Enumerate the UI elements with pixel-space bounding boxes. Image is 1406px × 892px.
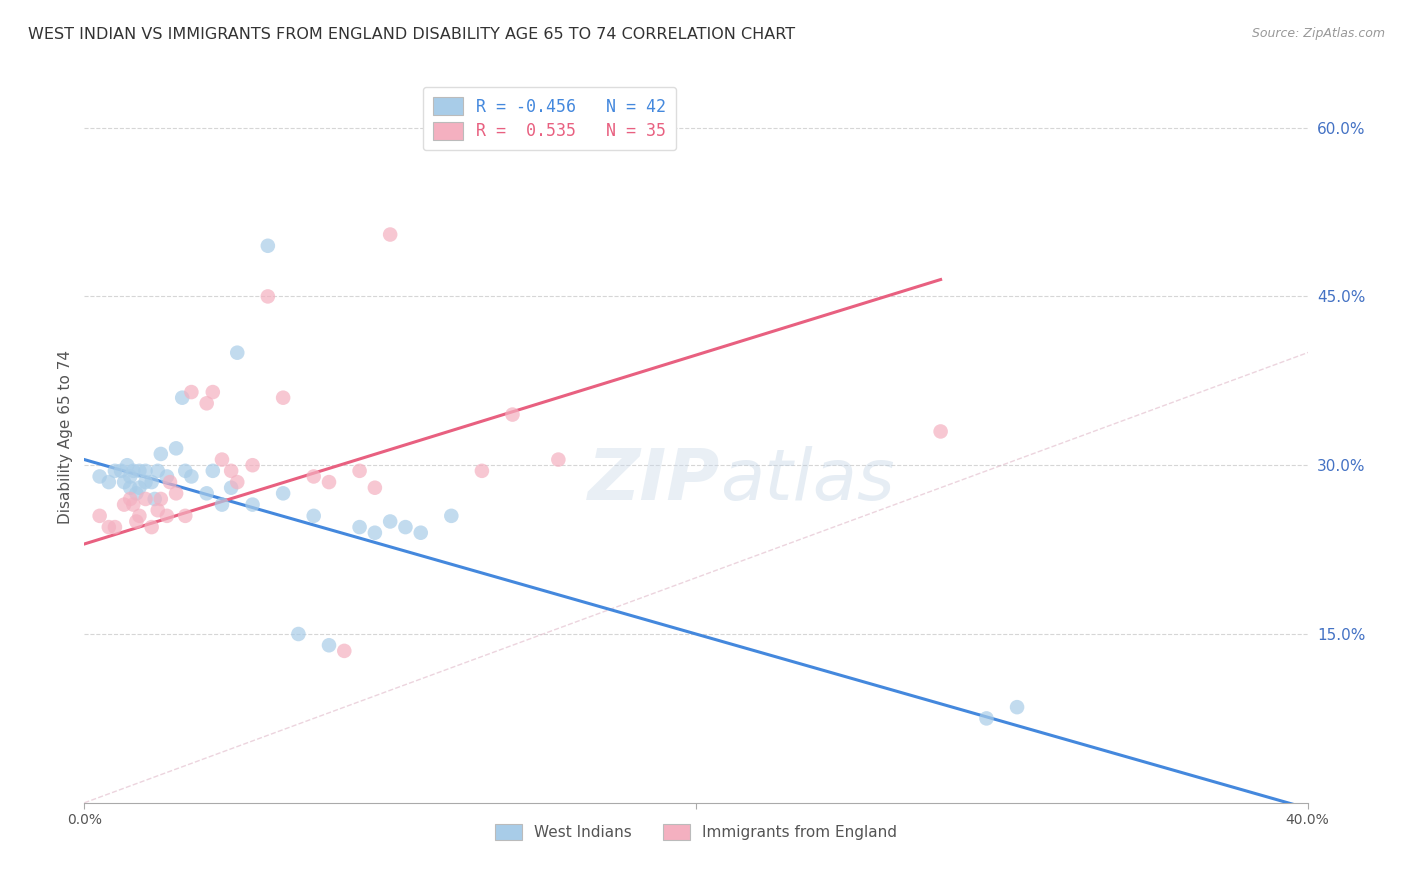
Point bbox=[180, 385, 202, 400]
Point bbox=[257, 289, 280, 303]
Point bbox=[125, 515, 148, 529]
Point bbox=[141, 520, 163, 534]
Point bbox=[380, 515, 402, 529]
Point bbox=[976, 711, 998, 725]
Point bbox=[242, 498, 264, 512]
Point bbox=[201, 464, 224, 478]
Point bbox=[333, 644, 356, 658]
Point bbox=[172, 391, 194, 405]
Point bbox=[318, 475, 340, 489]
Point bbox=[97, 520, 120, 534]
Point bbox=[125, 486, 148, 500]
Point bbox=[349, 520, 371, 534]
Point bbox=[440, 508, 463, 523]
Y-axis label: Disability Age 65 to 74: Disability Age 65 to 74 bbox=[58, 350, 73, 524]
Point bbox=[165, 486, 187, 500]
Point bbox=[128, 464, 150, 478]
Point bbox=[174, 464, 197, 478]
Point bbox=[141, 475, 163, 489]
Point bbox=[211, 498, 233, 512]
Point bbox=[149, 447, 172, 461]
Point bbox=[219, 481, 242, 495]
Point bbox=[394, 520, 416, 534]
Point bbox=[380, 227, 402, 242]
Point bbox=[146, 503, 169, 517]
Point bbox=[120, 469, 142, 483]
Point bbox=[242, 458, 264, 473]
Point bbox=[135, 464, 157, 478]
Point bbox=[120, 491, 142, 506]
Point bbox=[104, 464, 127, 478]
Point bbox=[110, 464, 132, 478]
Point bbox=[471, 464, 494, 478]
Text: atlas: atlas bbox=[720, 447, 896, 516]
Point bbox=[165, 442, 187, 456]
Point bbox=[226, 475, 249, 489]
Point bbox=[149, 491, 172, 506]
Point bbox=[146, 464, 169, 478]
Point bbox=[211, 452, 233, 467]
Point bbox=[89, 469, 111, 483]
Point bbox=[122, 498, 145, 512]
Text: ZIP: ZIP bbox=[588, 447, 720, 516]
Point bbox=[318, 638, 340, 652]
Point bbox=[120, 481, 142, 495]
Point bbox=[271, 486, 294, 500]
Legend: West Indians, Immigrants from England: West Indians, Immigrants from England bbox=[488, 817, 904, 847]
Point bbox=[547, 452, 569, 467]
Point bbox=[195, 396, 218, 410]
Point bbox=[89, 508, 111, 523]
Point bbox=[122, 464, 145, 478]
Point bbox=[287, 627, 309, 641]
Point bbox=[195, 486, 218, 500]
Point bbox=[143, 491, 166, 506]
Point bbox=[97, 475, 120, 489]
Point bbox=[364, 481, 387, 495]
Point bbox=[502, 408, 524, 422]
Point bbox=[174, 508, 197, 523]
Point bbox=[128, 508, 150, 523]
Point bbox=[135, 491, 157, 506]
Text: Source: ZipAtlas.com: Source: ZipAtlas.com bbox=[1251, 27, 1385, 40]
Point bbox=[349, 464, 371, 478]
Point bbox=[115, 458, 138, 473]
Point bbox=[271, 391, 294, 405]
Point bbox=[219, 464, 242, 478]
Point bbox=[156, 508, 179, 523]
Point bbox=[257, 239, 280, 253]
Point bbox=[112, 475, 135, 489]
Point bbox=[180, 469, 202, 483]
Point bbox=[302, 508, 325, 523]
Point bbox=[156, 469, 179, 483]
Point bbox=[226, 345, 249, 359]
Point bbox=[929, 425, 952, 439]
Point bbox=[112, 498, 135, 512]
Point bbox=[159, 475, 181, 489]
Point bbox=[409, 525, 432, 540]
Point bbox=[1005, 700, 1028, 714]
Point bbox=[104, 520, 127, 534]
Text: WEST INDIAN VS IMMIGRANTS FROM ENGLAND DISABILITY AGE 65 TO 74 CORRELATION CHART: WEST INDIAN VS IMMIGRANTS FROM ENGLAND D… bbox=[28, 27, 796, 42]
Point bbox=[135, 475, 157, 489]
Point bbox=[128, 481, 150, 495]
Point bbox=[302, 469, 325, 483]
Point bbox=[364, 525, 387, 540]
Point bbox=[201, 385, 224, 400]
